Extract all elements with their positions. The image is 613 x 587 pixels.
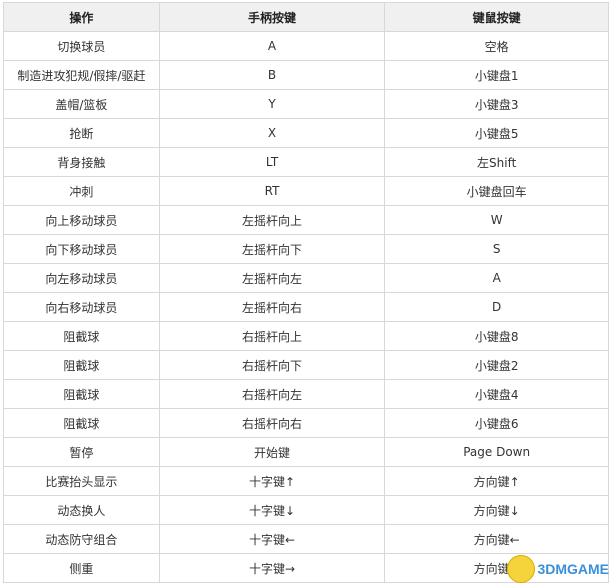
header-gamepad: 手柄按键 bbox=[158, 2, 386, 32]
cell-keyboard: 小键盘5 bbox=[384, 118, 609, 148]
table-row: 切换球员 A 空格 bbox=[3, 31, 609, 61]
cell-action: 冲刺 bbox=[3, 176, 160, 206]
cell-action: 阻截球 bbox=[3, 379, 160, 409]
cell-gamepad: B bbox=[158, 60, 386, 90]
cell-action: 侧重 bbox=[3, 553, 160, 583]
cell-gamepad: 开始键 bbox=[158, 437, 386, 467]
table-row: 背身接触 LT 左Shift bbox=[3, 147, 609, 177]
cell-keyboard: 小键盘3 bbox=[384, 89, 609, 119]
table-row: 动态换人 十字键↓ 方向键↓ bbox=[3, 495, 609, 525]
cell-keyboard: S bbox=[384, 234, 609, 264]
table-row: 阻截球 右摇杆向右 小键盘6 bbox=[3, 408, 609, 438]
cell-gamepad: 十字键↓ bbox=[158, 495, 386, 525]
cell-keyboard: Page Down bbox=[384, 437, 609, 467]
cell-action: 阻截球 bbox=[3, 408, 160, 438]
table-row: 侧重 十字键→ 方向键→ bbox=[3, 553, 609, 583]
table-row: 暂停 开始键 Page Down bbox=[3, 437, 609, 467]
chick-mascot-icon bbox=[507, 555, 536, 583]
cell-keyboard: 方向键↓ bbox=[384, 495, 609, 525]
cell-keyboard: 方向键↑ bbox=[384, 466, 609, 496]
cell-gamepad: 左摇杆向右 bbox=[158, 292, 386, 322]
header-keyboard: 键鼠按键 bbox=[384, 2, 609, 32]
table-row: 抢断 X 小键盘5 bbox=[3, 118, 609, 148]
cell-keyboard: 左Shift bbox=[384, 147, 609, 177]
table-row: 阻截球 右摇杆向左 小键盘4 bbox=[3, 379, 609, 409]
table-row: 向右移动球员 左摇杆向右 D bbox=[3, 292, 609, 322]
table-header-row: 操作 手柄按键 键鼠按键 bbox=[3, 2, 609, 32]
cell-gamepad: 十字键↑ bbox=[158, 466, 386, 496]
cell-action: 盖帽/篮板 bbox=[3, 89, 160, 119]
cell-gamepad: LT bbox=[158, 147, 386, 177]
cell-gamepad: Y bbox=[158, 89, 386, 119]
table-row: 向下移动球员 左摇杆向下 S bbox=[3, 234, 609, 264]
cell-gamepad: 十字键→ bbox=[158, 553, 386, 583]
controls-table: 操作 手柄按键 键鼠按键 切换球员 A 空格 制造进攻犯规/假摔/驱赶 B 小键盘1 盖帽/… bbox=[3, 2, 609, 583]
cell-action: 切换球员 bbox=[3, 31, 160, 61]
cell-gamepad: 左摇杆向下 bbox=[158, 234, 386, 264]
cell-action: 向右移动球员 bbox=[3, 292, 160, 322]
cell-keyboard: 小键盘6 bbox=[384, 408, 609, 438]
cell-keyboard: W bbox=[384, 205, 609, 235]
cell-action: 向左移动球员 bbox=[3, 263, 160, 293]
header-action: 操作 bbox=[3, 2, 160, 32]
watermark: 3DMGAME bbox=[507, 555, 609, 583]
cell-keyboard: A bbox=[384, 263, 609, 293]
cell-keyboard: 空格 bbox=[384, 31, 609, 61]
table-row: 向左移动球员 左摇杆向左 A bbox=[3, 263, 609, 293]
watermark-text: 3DMGAME bbox=[537, 561, 609, 577]
cell-keyboard: 小键盘8 bbox=[384, 321, 609, 351]
cell-action: 阻截球 bbox=[3, 321, 160, 351]
cell-gamepad: 左摇杆向左 bbox=[158, 263, 386, 293]
table-row: 阻截球 右摇杆向下 小键盘2 bbox=[3, 350, 609, 380]
cell-action: 向上移动球员 bbox=[3, 205, 160, 235]
cell-gamepad: 右摇杆向上 bbox=[158, 321, 386, 351]
cell-gamepad: 右摇杆向下 bbox=[158, 350, 386, 380]
cell-action: 抢断 bbox=[3, 118, 160, 148]
cell-action: 暂停 bbox=[3, 437, 160, 467]
cell-gamepad: 十字键← bbox=[158, 524, 386, 554]
table-row: 动态防守组合 十字键← 方向键← bbox=[3, 524, 609, 554]
cell-keyboard: 方向键→ bbox=[384, 553, 609, 583]
cell-action: 动态防守组合 bbox=[3, 524, 160, 554]
cell-action: 比赛抬头显示 bbox=[3, 466, 160, 496]
cell-action: 动态换人 bbox=[3, 495, 160, 525]
cell-keyboard: 方向键← bbox=[384, 524, 609, 554]
cell-gamepad: 右摇杆向右 bbox=[158, 408, 386, 438]
cell-keyboard: 小键盘回车 bbox=[384, 176, 609, 206]
table-row: 阻截球 右摇杆向上 小键盘8 bbox=[3, 321, 609, 351]
cell-action: 阻截球 bbox=[3, 350, 160, 380]
cell-action: 背身接触 bbox=[3, 147, 160, 177]
cell-gamepad: 右摇杆向左 bbox=[158, 379, 386, 409]
table-row: 冲刺 RT 小键盘回车 bbox=[3, 176, 609, 206]
table-row: 比赛抬头显示 十字键↑ 方向键↑ bbox=[3, 466, 609, 496]
cell-gamepad: X bbox=[158, 118, 386, 148]
cell-keyboard: 小键盘1 bbox=[384, 60, 609, 90]
cell-keyboard: 小键盘4 bbox=[384, 379, 609, 409]
cell-keyboard: 小键盘2 bbox=[384, 350, 609, 380]
cell-gamepad: RT bbox=[158, 176, 386, 206]
cell-gamepad: 左摇杆向上 bbox=[158, 205, 386, 235]
cell-gamepad: A bbox=[158, 31, 386, 61]
table-row: 制造进攻犯规/假摔/驱赶 B 小键盘1 bbox=[3, 60, 609, 90]
cell-action: 向下移动球员 bbox=[3, 234, 160, 264]
cell-keyboard: D bbox=[384, 292, 609, 322]
table-row: 盖帽/篮板 Y 小键盘3 bbox=[3, 89, 609, 119]
cell-action: 制造进攻犯规/假摔/驱赶 bbox=[3, 60, 160, 90]
table-row: 向上移动球员 左摇杆向上 W bbox=[3, 205, 609, 235]
